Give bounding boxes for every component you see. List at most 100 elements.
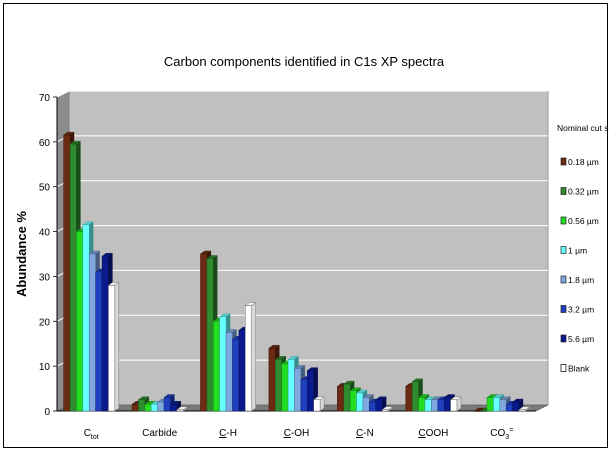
bar-front	[170, 404, 178, 412]
bar-front	[405, 386, 413, 412]
legend-label: 1 µm	[568, 246, 587, 256]
legend-label: 1.8 µm	[568, 275, 594, 285]
bar-front	[493, 397, 501, 412]
bar-front	[294, 368, 302, 412]
bar-front	[499, 399, 507, 412]
bar	[313, 396, 325, 412]
bar-front	[443, 397, 451, 412]
y-tick-label: 40	[39, 228, 51, 239]
bar-front	[232, 338, 240, 412]
bar	[381, 406, 394, 412]
bar-front	[337, 386, 344, 412]
y-tick-label: 30	[39, 272, 51, 283]
bar-front	[307, 370, 314, 412]
bar	[176, 406, 188, 412]
bar-side	[114, 281, 120, 412]
bar-front	[313, 399, 321, 412]
bar	[449, 396, 462, 412]
bar-front	[76, 231, 84, 412]
bar-front	[362, 397, 370, 412]
x-tick-label: COOH	[418, 428, 448, 439]
legend-label: Blank	[568, 364, 590, 374]
x-tick-label: Carbide	[142, 428, 177, 439]
bar-front	[369, 401, 376, 412]
bar-front	[200, 253, 208, 412]
bar-front	[157, 401, 165, 412]
bar-front	[131, 404, 139, 412]
bar-front	[343, 383, 351, 412]
bar-front	[505, 404, 513, 412]
bar-front	[82, 224, 90, 412]
legend-swatch	[560, 305, 567, 313]
bar-front	[431, 399, 439, 412]
bar	[518, 406, 530, 412]
y-tick-label: 10	[39, 362, 51, 373]
bar-front	[238, 330, 246, 412]
bar-front	[138, 399, 146, 412]
bar-front	[473, 410, 481, 412]
y-axis-label: Abundance %	[14, 211, 29, 297]
y-tick-label: 50	[39, 183, 51, 194]
bar-side	[251, 302, 256, 412]
legend-label: 5.6 µm	[568, 334, 594, 344]
bar-front	[486, 397, 494, 412]
chart-title: Carbon components identified in C1s XP s…	[164, 54, 445, 69]
bar-front	[480, 410, 488, 412]
legend-swatch	[560, 334, 567, 343]
bar	[107, 281, 120, 412]
legend-swatch	[560, 275, 567, 284]
y-tick-label: 70	[39, 93, 51, 104]
bar-front	[512, 401, 520, 412]
bar-front	[375, 399, 383, 412]
legend-label: 0.18 µm	[568, 157, 599, 167]
legend-title: Nominal cut size	[557, 123, 609, 133]
x-tick-label: Ctot	[84, 428, 99, 441]
bar-front	[245, 305, 252, 412]
bar-front	[108, 285, 116, 412]
bar-front	[287, 359, 295, 412]
legend-label: 3.2 µm	[568, 305, 594, 315]
bar-front	[95, 271, 103, 412]
bar-front	[144, 404, 152, 412]
bar-front	[206, 258, 214, 412]
legend-swatch	[560, 364, 567, 372]
bar-front	[63, 134, 71, 412]
bar-front	[88, 253, 96, 412]
bar-front	[219, 316, 227, 412]
bar-front	[411, 381, 419, 412]
bar-front	[268, 347, 276, 412]
bar-front	[275, 359, 282, 412]
bar	[244, 302, 257, 412]
bar-front	[176, 409, 184, 412]
legend-swatch	[560, 187, 567, 195]
legend-swatch	[560, 216, 567, 225]
chart-svg: Carbon components identified in C1s XP s…	[14, 54, 609, 441]
bar-front	[424, 399, 432, 412]
legend-label: 0.32 µm	[568, 187, 599, 197]
bar-front	[101, 255, 109, 412]
bar-front	[163, 397, 171, 412]
bar-front	[518, 409, 526, 412]
bar-front	[225, 332, 233, 412]
bar-front	[349, 390, 357, 412]
legend-swatch	[560, 246, 567, 254]
bar-front	[213, 321, 220, 412]
x-tick-label: C-N	[356, 428, 374, 439]
bar-front	[381, 409, 389, 412]
legend-swatch	[560, 157, 567, 166]
x-tick-label: C-H	[219, 428, 237, 439]
y-tick-label: 0	[44, 407, 50, 418]
y-tick-label: 60	[39, 138, 51, 149]
bar-front	[437, 399, 445, 412]
bar-front	[300, 379, 308, 412]
x-tick-label: CO3=	[490, 427, 513, 441]
x-tick-label: C-OH	[284, 428, 310, 439]
y-tick-label: 20	[39, 317, 51, 328]
chart-frame: Carbon components identified in C1s XP s…	[3, 3, 609, 448]
bar-front	[450, 399, 458, 412]
gridline	[56, 90, 548, 98]
bar-front	[69, 143, 77, 412]
bar-front	[281, 363, 289, 412]
bar-front	[356, 392, 364, 412]
legend-label: 0.56 µm	[568, 216, 599, 226]
